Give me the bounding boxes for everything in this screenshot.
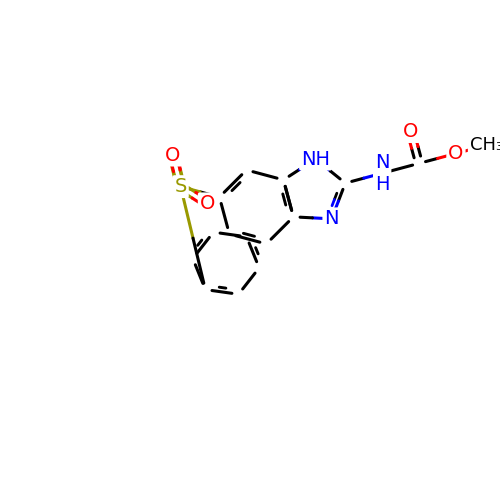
Text: NH: NH <box>301 150 330 169</box>
Text: O: O <box>403 122 418 141</box>
Text: O: O <box>200 194 215 214</box>
Text: O: O <box>448 144 464 163</box>
Text: O: O <box>166 146 180 165</box>
Text: N: N <box>324 210 339 229</box>
Text: N
H: N H <box>375 152 390 194</box>
Text: S: S <box>174 177 187 196</box>
Text: CH₃: CH₃ <box>470 136 500 154</box>
